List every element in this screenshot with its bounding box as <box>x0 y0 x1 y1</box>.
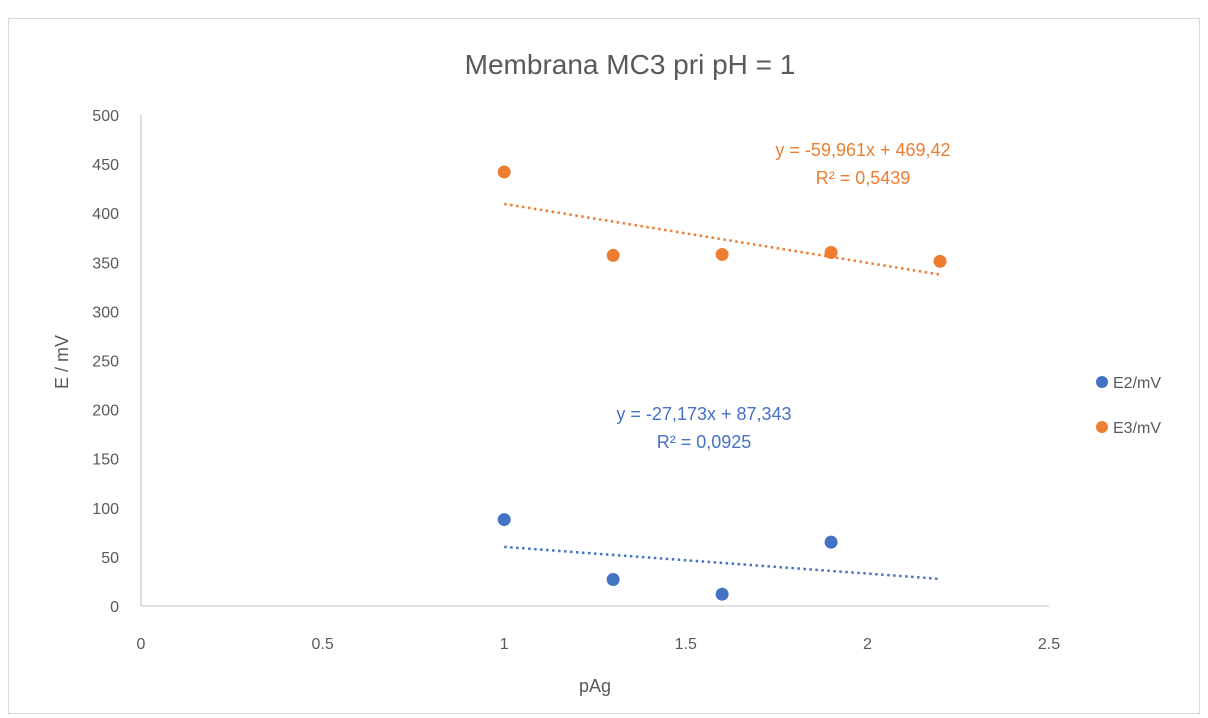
y-tick-label: 0 <box>110 599 119 616</box>
e3-trendline-r2: R² = 0,5439 <box>816 168 911 188</box>
x-tick-label: 2.5 <box>1038 636 1060 653</box>
e2-trendline-r2: R² = 0,0925 <box>657 432 752 452</box>
x-tick-label: 0.5 <box>311 636 333 653</box>
y-tick-label: 100 <box>92 501 119 518</box>
legend-marker-e2 <box>1096 376 1108 388</box>
x-axis: 0 0.5 1 1.5 2 2.5 <box>137 605 1060 653</box>
y-tick-label: 300 <box>92 304 119 321</box>
legend-label-e2: E2/mV <box>1113 375 1161 392</box>
trendline-series-1 <box>503 202 941 276</box>
y-tick-label: 500 <box>92 108 119 125</box>
data-point-series-1 <box>824 245 838 259</box>
legend-label-e3: E3/mV <box>1113 420 1161 437</box>
chart-area <box>8 18 1200 714</box>
x-tick-label: 1.5 <box>675 636 697 653</box>
x-tick-label: 2 <box>863 636 872 653</box>
y-tick-label: 450 <box>92 157 119 174</box>
data-point-series-1 <box>606 248 620 262</box>
y-tick-label: 350 <box>92 255 119 272</box>
data-point-series-0 <box>824 535 838 549</box>
x-tick-label: 0 <box>137 636 146 653</box>
data-point-series-1 <box>497 165 511 179</box>
x-axis-title: pAg <box>579 676 611 696</box>
e3-trendline-equation: y = -59,961x + 469,42 <box>775 140 950 160</box>
data-point-series-1 <box>715 247 729 261</box>
x-tick-label: 1 <box>500 636 509 653</box>
y-tick-label: 250 <box>92 354 119 371</box>
data-point-series-0 <box>497 513 511 527</box>
y-tick-label: 50 <box>101 550 119 567</box>
y-tick-label: 400 <box>92 206 119 223</box>
data-point-series-0 <box>606 572 620 586</box>
trendlines <box>503 202 941 581</box>
y-axis-title: E / mV <box>52 335 72 389</box>
e2-trendline-equation: y = -27,173x + 87,343 <box>616 404 791 424</box>
data-points <box>497 165 947 601</box>
y-axis: 0 50 100 150 200 250 300 350 400 450 500 <box>92 108 142 616</box>
y-tick-label: 200 <box>92 403 119 420</box>
data-point-series-0 <box>715 587 729 601</box>
y-tick-label: 150 <box>92 452 119 469</box>
legend: E2/mV E3/mV <box>1096 375 1161 437</box>
chart-title: Membrana MC3 pri pH = 1 <box>465 49 796 80</box>
data-point-series-1 <box>933 254 947 268</box>
trendline-series-0 <box>504 545 941 581</box>
legend-marker-e3 <box>1096 421 1108 433</box>
